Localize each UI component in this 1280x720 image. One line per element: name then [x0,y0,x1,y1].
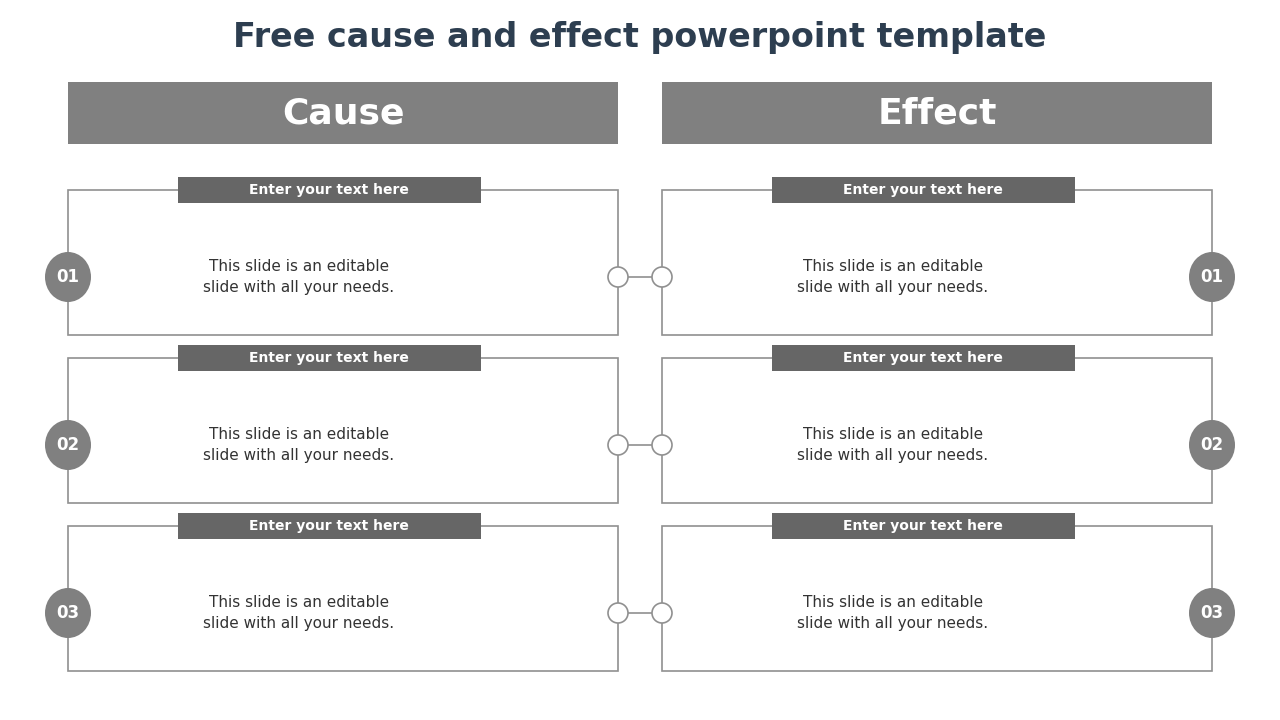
Circle shape [652,267,672,287]
Text: Cause: Cause [282,96,404,130]
Bar [772,513,1074,539]
Ellipse shape [1189,420,1235,470]
Text: Enter your text here: Enter your text here [844,351,1004,365]
Circle shape [652,435,672,455]
Bar [662,82,1212,144]
Bar [772,177,1074,203]
Text: 02: 02 [56,436,79,454]
Text: Effect: Effect [877,96,997,130]
Text: 01: 01 [1201,268,1224,286]
Ellipse shape [45,420,91,470]
Text: This slide is an editable
slide with all your needs.: This slide is an editable slide with all… [797,259,988,295]
Circle shape [608,603,628,623]
Text: 03: 03 [1201,604,1224,622]
Bar [68,358,618,503]
Text: This slide is an editable
slide with all your needs.: This slide is an editable slide with all… [204,427,394,463]
Text: This slide is an editable
slide with all your needs.: This slide is an editable slide with all… [204,595,394,631]
Ellipse shape [45,588,91,638]
Bar [68,82,618,144]
Text: Free cause and effect powerpoint template: Free cause and effect powerpoint templat… [233,22,1047,55]
Circle shape [608,435,628,455]
Text: This slide is an editable
slide with all your needs.: This slide is an editable slide with all… [797,427,988,463]
Bar [178,177,480,203]
Bar [178,513,480,539]
Circle shape [652,603,672,623]
Text: 03: 03 [56,604,79,622]
Bar [68,190,618,335]
Text: Enter your text here: Enter your text here [250,351,410,365]
Ellipse shape [1189,252,1235,302]
Ellipse shape [45,252,91,302]
Bar [68,526,618,671]
Text: This slide is an editable
slide with all your needs.: This slide is an editable slide with all… [204,259,394,295]
Text: Enter your text here: Enter your text here [250,519,410,533]
Text: Enter your text here: Enter your text here [250,183,410,197]
Bar [772,345,1074,371]
Text: This slide is an editable
slide with all your needs.: This slide is an editable slide with all… [797,595,988,631]
Bar [662,358,1212,503]
Circle shape [608,267,628,287]
Text: Enter your text here: Enter your text here [844,183,1004,197]
Text: 02: 02 [1201,436,1224,454]
Bar [662,526,1212,671]
Text: Enter your text here: Enter your text here [844,519,1004,533]
Ellipse shape [1189,588,1235,638]
Text: 01: 01 [56,268,79,286]
Bar [662,190,1212,335]
Bar [178,345,480,371]
